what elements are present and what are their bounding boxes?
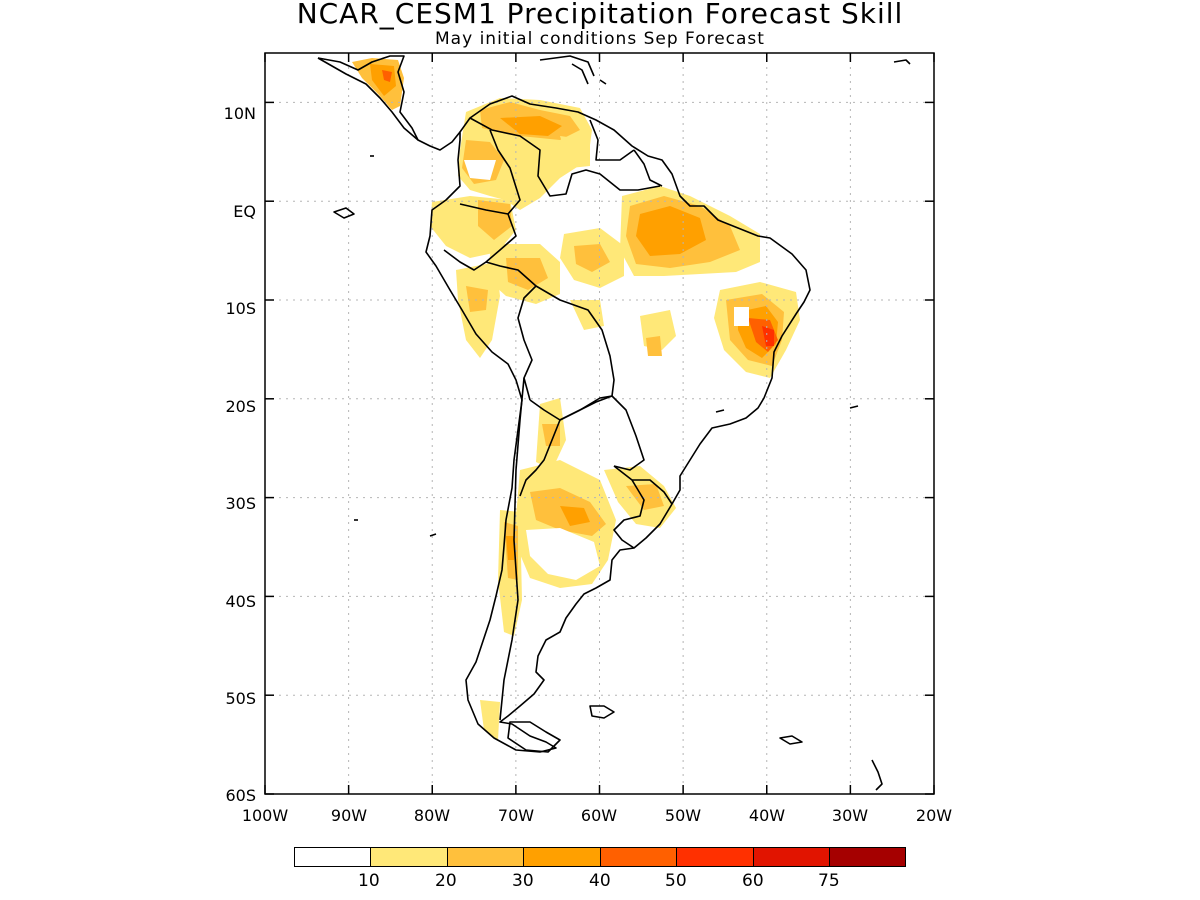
x-tick-label: 60W [581, 806, 617, 825]
colorbar-bin [370, 847, 448, 867]
colorbar-label: 75 [818, 871, 840, 891]
x-tick-label: 90W [331, 806, 367, 825]
y-tick-label: 60S [225, 786, 256, 805]
coastlines [317, 55, 911, 791]
y-tick-label: EQ [233, 202, 256, 221]
colorbar-bin [676, 847, 754, 867]
y-tick-label: 50S [225, 689, 256, 708]
axis-ticks [264, 53, 935, 795]
map-title: NCAR_CESM1 Precipitation Forecast Skill [296, 0, 904, 30]
map-frame [264, 52, 935, 795]
x-tick-label: 50W [665, 806, 701, 825]
colorbar-label: 40 [589, 871, 611, 891]
colorbar-bin [753, 847, 830, 867]
y-tick-label: 40S [225, 592, 256, 611]
y-tick-label: 10N [224, 104, 256, 123]
y-tick-label: 10S [225, 299, 256, 318]
y-tick-label: 30S [225, 494, 256, 513]
colorbar-bin [523, 847, 601, 867]
colorbar-bin [600, 847, 677, 867]
y-axis-labels: 10N EQ 10S 20S 30S 40S 50S 60S [224, 104, 256, 805]
x-tick-label: 20W [916, 806, 952, 825]
skill-holes [464, 160, 600, 580]
colorbar [294, 847, 906, 869]
colorbar-label: 50 [665, 871, 687, 891]
map-subtitle: May initial conditions Sep Forecast [435, 29, 765, 49]
colorbar-bin [829, 847, 906, 867]
x-axis-labels: 100W 90W 80W 70W 60W 50W 40W 30W 20W [242, 806, 952, 825]
y-tick-label: 20S [225, 397, 256, 416]
x-tick-label: 30W [832, 806, 868, 825]
colorbar-bin [447, 847, 524, 867]
x-tick-label: 100W [242, 806, 289, 825]
colorbar-bin [294, 847, 371, 867]
x-tick-label: 40W [749, 806, 785, 825]
colorbar-label: 30 [512, 871, 534, 891]
colorbar-label: 60 [742, 871, 764, 891]
colorbar-label: 20 [435, 871, 457, 891]
colorbar-label: 10 [358, 871, 380, 891]
x-tick-label: 70W [498, 806, 534, 825]
x-tick-label: 80W [414, 806, 450, 825]
graticule [265, 53, 934, 794]
